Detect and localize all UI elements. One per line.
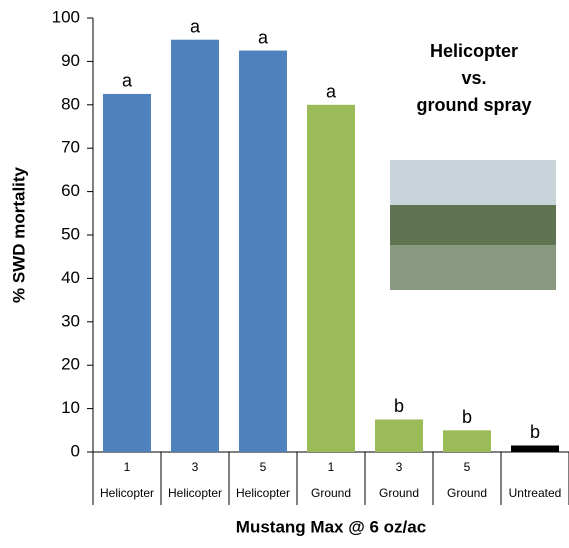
significance-letter: a [258,27,269,47]
significance-letter: b [394,396,404,416]
bar [511,445,559,452]
significance-letter: a [190,16,201,36]
bar [103,93,151,452]
annotation: ground spray [416,95,531,115]
x-group-label: Ground [311,486,351,500]
x-group-label: Untreated [509,486,562,500]
significance-letter: a [122,71,133,91]
x-tick-label: 1 [328,460,335,474]
annotation: vs. [461,68,486,88]
x-group-label: Ground [379,486,419,500]
bar [375,419,423,452]
x-group-label: Helicopter [168,486,222,500]
x-tick-label: 3 [192,460,199,474]
x-group-label: Ground [447,486,487,500]
annotation: Helicopter [430,41,518,61]
x-tick-label: 1 [124,460,131,474]
y-tick-label: 90 [61,51,80,70]
significance-letter: b [462,407,472,427]
y-tick-label: 20 [61,355,80,374]
x-tick-label: 3 [396,460,403,474]
significance-letter: a [326,82,337,102]
significance-letter: b [530,422,540,442]
y-tick-label: 80 [61,94,80,113]
y-tick-label: 50 [61,224,80,243]
photo-trees [390,205,556,245]
bar [307,104,355,453]
x-tick-label: 5 [260,460,267,474]
y-tick-label: 0 [71,441,80,460]
y-tick-label: 30 [61,311,80,330]
y-tick-label: 100 [52,7,80,26]
y-tick-label: 40 [61,268,80,287]
photo-sky [390,160,556,210]
bar [171,39,219,452]
bar [443,430,491,452]
x-group-label: Helicopter [236,486,290,500]
y-axis-title: % SWD mortality [9,166,28,303]
y-tick-label: 60 [61,181,80,200]
x-group-label: Helicopter [100,486,154,500]
bar [239,50,287,453]
y-tick-label: 10 [61,398,80,417]
x-tick-label: 5 [464,460,471,474]
y-tick-label: 70 [61,138,80,157]
x-axis-title: Mustang Max @ 6 oz/ac [236,517,426,536]
